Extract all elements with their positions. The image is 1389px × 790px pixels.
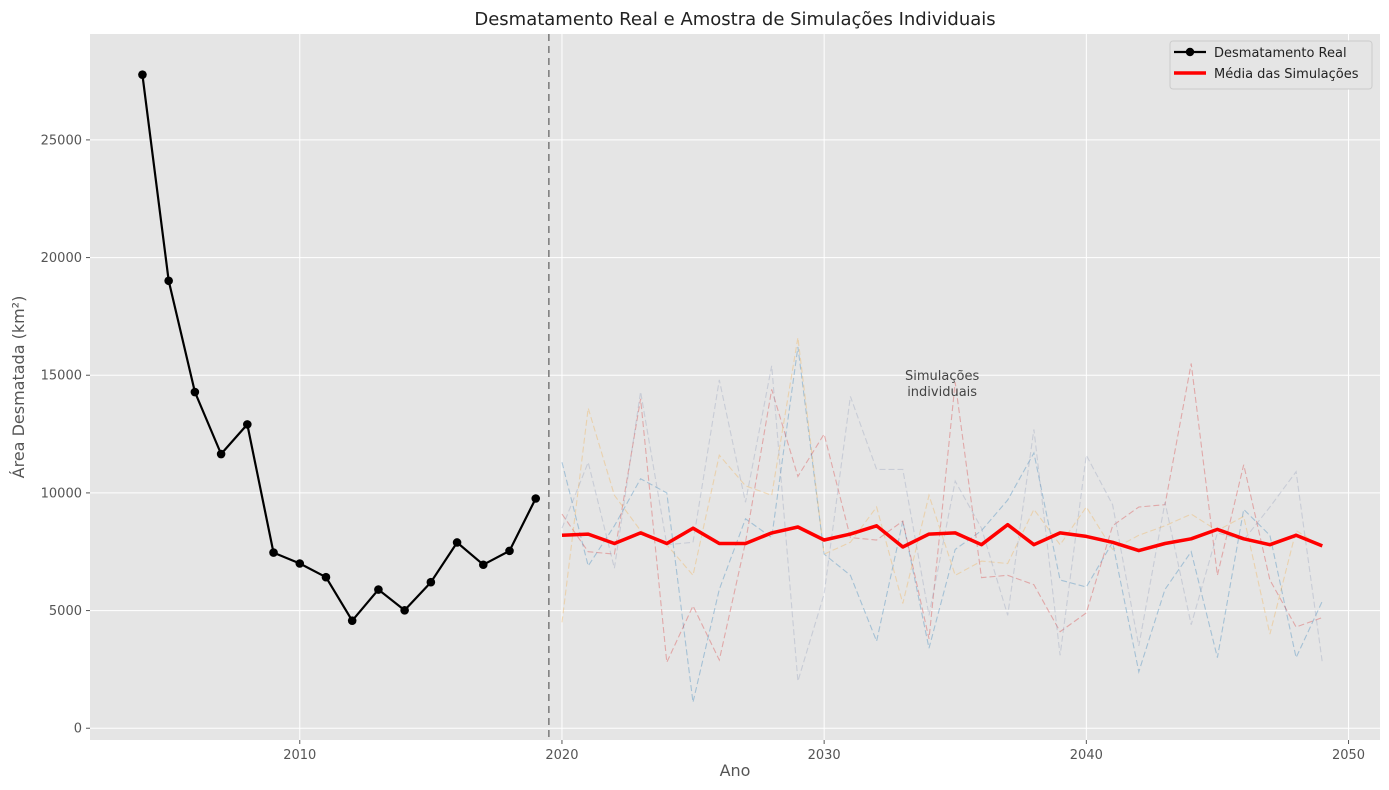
data-point-real xyxy=(321,572,331,582)
data-point-real xyxy=(426,577,436,587)
legend-label-mean: Média das Simulações xyxy=(1214,67,1359,82)
y-tick-label: 0 xyxy=(74,722,82,737)
x-tick-label: 2050 xyxy=(1332,748,1365,763)
simulation-line xyxy=(561,346,1323,703)
series-line-mean xyxy=(561,522,1323,553)
series-line-real xyxy=(141,74,537,622)
annotation-line: Simulações xyxy=(905,369,979,384)
x-tick-label: 2020 xyxy=(545,748,578,763)
x-axis-title: Ano xyxy=(720,761,751,780)
simulation-line xyxy=(561,337,1323,635)
y-tick-label: 5000 xyxy=(49,604,82,619)
data-point-real xyxy=(452,538,462,547)
y-tick-label: 25000 xyxy=(41,133,82,148)
chart-title: Desmatamento Real e Amostra de Simulaçõe… xyxy=(474,9,995,30)
data-point-real xyxy=(505,546,514,556)
legend-box xyxy=(1169,40,1373,90)
y-axis: 0 5000 10000 15000 20000 25000 xyxy=(41,133,90,737)
data-point-real xyxy=(216,449,226,459)
data-point-real xyxy=(164,276,173,286)
y-tick-label: 15000 xyxy=(41,369,82,384)
data-point-real xyxy=(400,605,409,615)
y-tick-label: 10000 xyxy=(41,486,82,501)
y-axis-title: Área Desmatada (km²) xyxy=(9,296,28,479)
plot-area xyxy=(90,34,1380,740)
x-tick-label: 2040 xyxy=(1070,748,1103,763)
data-point-real xyxy=(478,560,488,570)
data-point-real xyxy=(374,585,383,594)
annotation-line: individuais xyxy=(907,385,977,400)
series-group xyxy=(138,70,1323,625)
x-tick-label: 2010 xyxy=(283,748,316,763)
x-tick-label: 2030 xyxy=(808,748,841,763)
x-axis: 2010 2020 2030 2040 2050 xyxy=(283,740,1365,763)
data-point-real xyxy=(190,387,200,397)
data-point-real xyxy=(531,494,541,503)
simulation-line xyxy=(561,365,1323,682)
data-point-real xyxy=(347,616,357,625)
legend-label-real: Desmatamento Real xyxy=(1214,46,1347,61)
data-point-real xyxy=(295,559,305,568)
data-point-real xyxy=(138,70,147,79)
gridlines xyxy=(90,34,1380,740)
data-point-real xyxy=(243,420,252,429)
legend-marker-real xyxy=(1185,47,1195,57)
annotation: Simulações individuais xyxy=(905,369,979,400)
simulation-lines xyxy=(561,337,1323,703)
data-point-real xyxy=(269,548,278,557)
y-tick-label: 20000 xyxy=(41,251,82,266)
simulation-line xyxy=(561,363,1323,665)
legend: Desmatamento Real Média das Simulações xyxy=(1169,40,1373,90)
